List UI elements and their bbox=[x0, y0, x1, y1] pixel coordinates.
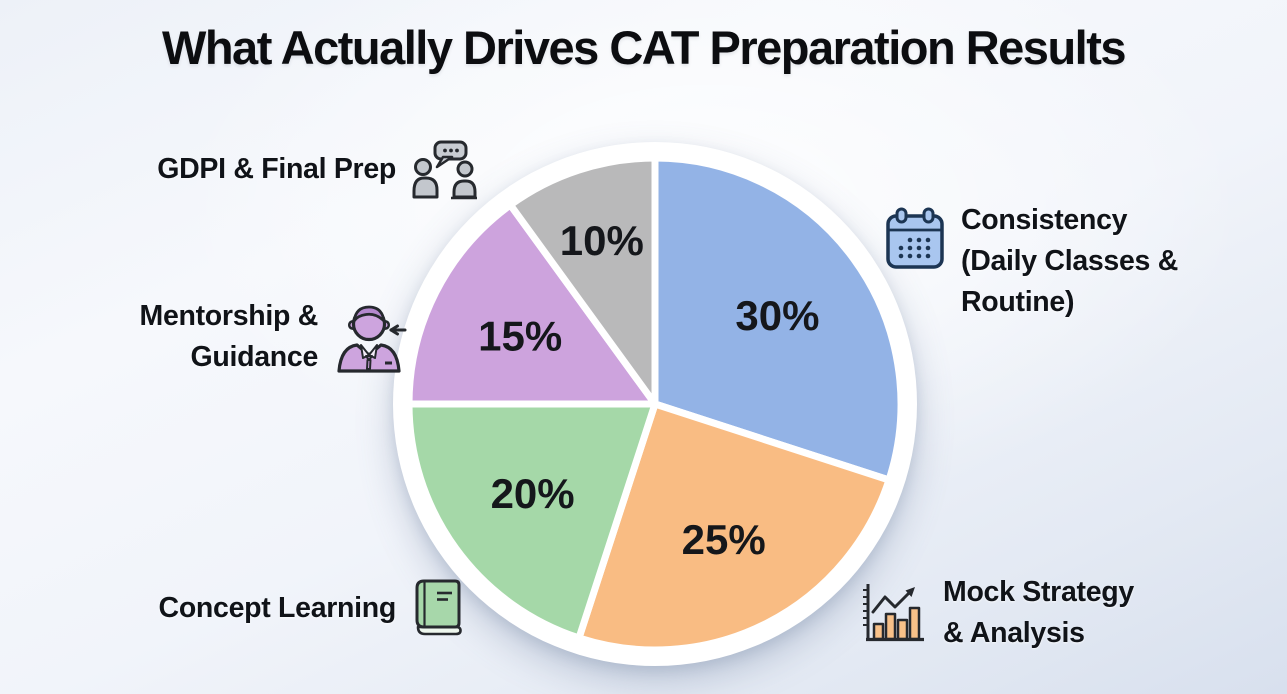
callout-label: Mock Strategy & Analysis bbox=[943, 576, 1134, 650]
pie-slice-1 bbox=[575, 400, 893, 654]
pie-slice-label-1: 25% bbox=[682, 516, 766, 563]
pie-slice-4 bbox=[506, 154, 659, 408]
pie-slice-label-0: 30% bbox=[735, 292, 819, 339]
callout-label: Consistency (Daily Classes & Routine) bbox=[961, 204, 1178, 319]
pie-slice-3 bbox=[405, 201, 659, 408]
callout-concept-learning: Concept Learning bbox=[159, 578, 465, 640]
callout-label: Mentorship & Guidance bbox=[139, 300, 319, 374]
pie-slice-label-3: 15% bbox=[478, 312, 562, 359]
book-icon bbox=[411, 578, 465, 640]
page-title: What Actually Drives CAT Preparation Res… bbox=[161, 21, 1127, 74]
callout-label: GDPI & Final Prep bbox=[157, 153, 396, 186]
calendar-icon bbox=[884, 206, 946, 272]
pie-slice-2 bbox=[405, 400, 659, 642]
bar-chart-icon bbox=[860, 582, 928, 644]
callout-gdpi-final-prep: GDPI & Final Prep bbox=[157, 140, 477, 200]
pie-slice-0 bbox=[651, 154, 905, 484]
callout-label: Concept Learning bbox=[158, 592, 397, 625]
mentor-icon bbox=[333, 300, 407, 374]
callout-mock-strategy: Mock Strategy & Analysis bbox=[860, 572, 1134, 654]
callout-consistency: Consistency (Daily Classes & Routine) bbox=[884, 200, 1178, 323]
pie-slice-label-4: 10% bbox=[560, 217, 644, 264]
pie-slice-label-2: 20% bbox=[491, 470, 575, 517]
callout-mentorship-guidance: Mentorship & Guidance bbox=[140, 296, 407, 378]
discussion-icon bbox=[411, 140, 477, 200]
pie-chart: 30% 25% 20% 15% 10% bbox=[405, 154, 905, 654]
